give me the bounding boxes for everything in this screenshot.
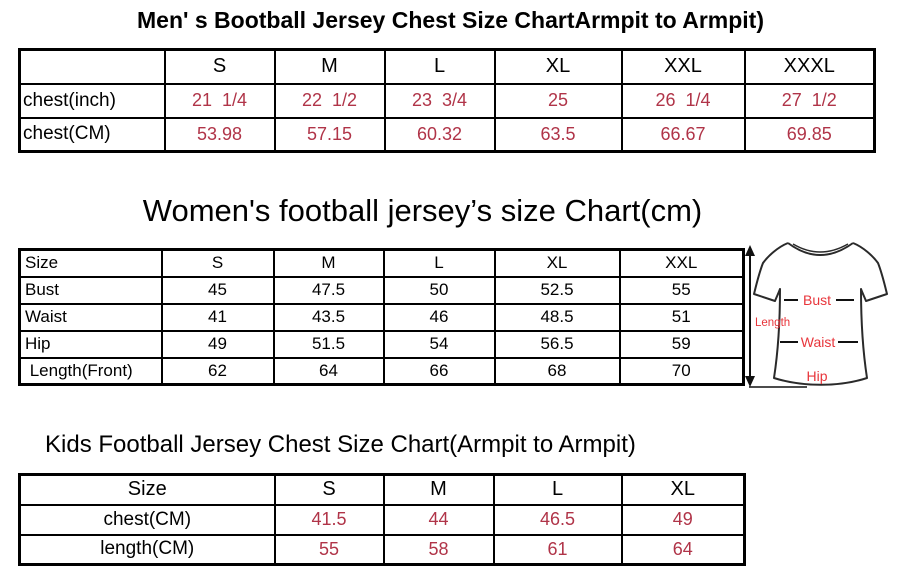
size-header-cell: XL	[620, 473, 746, 506]
value-cell: 68	[493, 356, 621, 386]
table-row: chest(inch) 21 1/4 22 1/2 23 3/4 25 26 1/4 27 …	[18, 82, 876, 119]
value-cell: 66.67	[620, 116, 746, 153]
value-cell: 41	[160, 302, 275, 332]
size-header-cell: XL	[493, 248, 621, 278]
women-size-table: Size S M L XL XXL Bust 45 47.5 50 52.5 55 Waist 41 43.…	[18, 248, 745, 386]
row-label-cell: length(CM)	[18, 533, 276, 566]
value-cell: 46	[382, 302, 496, 332]
bust-label: Bust	[803, 292, 831, 308]
table-row: Hip 49 51.5 54 56.5 59	[18, 329, 745, 359]
value-cell: 23 3/4	[383, 82, 496, 119]
size-header-cell: L	[383, 48, 496, 85]
value-cell: 59	[618, 329, 745, 359]
men-chart-title: Men' s Bootball Jersey Chest Size ChartA…	[137, 7, 764, 33]
length-arrow-up-icon	[745, 245, 755, 256]
value-cell: 55	[618, 275, 745, 305]
value-cell: 66	[382, 356, 496, 386]
row-label-cell: Length(Front)	[18, 356, 163, 386]
value-cell: 57.15	[273, 116, 386, 153]
value-cell: 56.5	[493, 329, 621, 359]
value-cell: 27 1/2	[743, 82, 876, 119]
table-row: chest(CM) 41.5 44 46.5 49	[18, 503, 746, 536]
kids-chart-title: Kids Football Jersey Chest Size Chart(Ar…	[45, 431, 636, 458]
header-row: Size S M L XL XXL	[18, 248, 745, 278]
hip-label: Hip	[806, 368, 827, 384]
size-header-cell: XXL	[618, 248, 745, 278]
value-cell: 50	[382, 275, 496, 305]
size-header-cell: M	[382, 473, 495, 506]
collar-outer-line	[787, 242, 854, 256]
value-cell: 58	[382, 533, 495, 566]
row-label-cell: Bust	[18, 275, 163, 305]
value-cell: 63.5	[493, 116, 623, 153]
size-header-cell: M	[273, 48, 386, 85]
value-cell: 46.5	[492, 503, 623, 536]
table-row: length(CM) 55 58 61 64	[18, 533, 746, 566]
waist-label: Waist	[801, 334, 836, 350]
row-label-cell: Hip	[18, 329, 163, 359]
value-cell: 70	[618, 356, 745, 386]
value-cell: 61	[492, 533, 623, 566]
value-cell: 51	[618, 302, 745, 332]
value-cell: 51.5	[272, 329, 385, 359]
table-row: Waist 41 43.5 46 48.5 51	[18, 302, 745, 332]
value-cell: 54	[382, 329, 496, 359]
value-cell: 48.5	[493, 302, 621, 332]
value-cell: 49	[620, 503, 746, 536]
value-cell: 60.32	[383, 116, 496, 153]
size-header-cell: S	[273, 473, 385, 506]
size-header-cell: XXL	[620, 48, 746, 85]
value-cell: 52.5	[493, 275, 621, 305]
size-header-cell: S	[163, 48, 276, 85]
table-row: Length(Front) 62 64 66 68 70	[18, 356, 745, 386]
value-cell: 43.5	[272, 302, 385, 332]
size-header-cell: XL	[493, 48, 623, 85]
tshirt-outline	[753, 242, 888, 386]
size-header-cell: S	[160, 248, 275, 278]
value-cell: 49	[160, 329, 275, 359]
value-cell: 64	[272, 356, 385, 386]
value-cell: 25	[493, 82, 623, 119]
size-header-cell: M	[272, 248, 385, 278]
value-cell: 47.5	[272, 275, 385, 305]
size-header-cell: XXXL	[743, 48, 876, 85]
table-row: Bust 45 47.5 50 52.5 55	[18, 275, 745, 305]
corner-cell	[18, 48, 166, 85]
value-cell: 45	[160, 275, 275, 305]
value-cell: 21 1/4	[163, 82, 276, 119]
tshirt-measurement-diagram: Bust Waist Hip Length	[745, 242, 888, 388]
women-chart-title: Women's football jersey’s size Chart(cm)	[142, 193, 703, 228]
length-arrow-down-icon	[745, 376, 755, 387]
value-cell: 26 1/4	[620, 82, 746, 119]
value-cell: 62	[160, 356, 275, 386]
table-row: chest(CM) 53.98 57.15 60.32 63.5 66.67 69.85	[18, 116, 876, 153]
value-cell: 53.98	[163, 116, 276, 153]
size-header-cell: L	[492, 473, 623, 506]
value-cell: 44	[382, 503, 495, 536]
header-row: Size S M L XL	[18, 473, 746, 506]
collar-inner-line	[792, 243, 849, 253]
value-cell: 41.5	[273, 503, 385, 536]
row-label-cell: chest(CM)	[18, 116, 166, 153]
length-label: Length	[755, 317, 790, 329]
header-row: S M L XL XXL XXXL	[18, 48, 876, 85]
value-cell: 69.85	[743, 116, 876, 153]
men-size-table: S M L XL XXL XXXL chest(inch) 21 1/4 22 1/2 23 3/…	[18, 48, 876, 153]
row-label-cell: chest(inch)	[18, 82, 166, 119]
corner-cell: Size	[18, 248, 163, 278]
value-cell: 55	[273, 533, 385, 566]
row-label-cell: chest(CM)	[18, 503, 276, 536]
kids-size-table: Size S M L XL chest(CM) 41.5 44 46.5 49 length(CM)…	[18, 473, 746, 566]
row-label-cell: Waist	[18, 302, 163, 332]
value-cell: 22 1/2	[273, 82, 386, 119]
value-cell: 64	[620, 533, 746, 566]
size-header-cell: L	[382, 248, 496, 278]
corner-cell: Size	[18, 473, 276, 506]
